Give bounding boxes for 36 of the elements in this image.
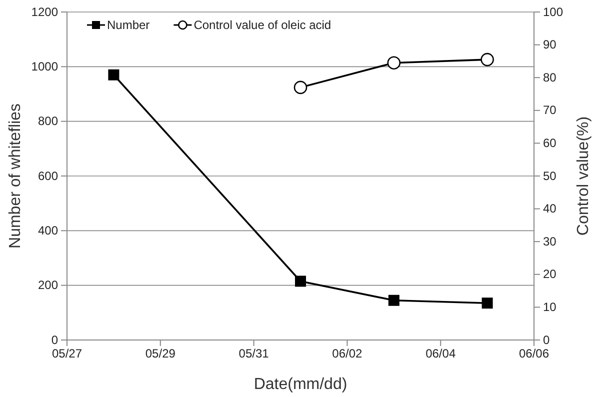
y2-tick-label: 10: [543, 300, 557, 314]
y2-tick-label: 70: [543, 103, 557, 118]
y2-tick-label: 20: [543, 267, 557, 282]
y-tick-label: 1200: [31, 4, 58, 19]
y2-tick-label: 100: [543, 4, 564, 19]
y-axis-title: Number of whiteflies: [7, 104, 24, 248]
legend-label: Control value of oleic acid: [194, 18, 332, 32]
y-tick-label: 800: [38, 114, 58, 128]
y2-axis-title: Control value(%): [575, 116, 592, 236]
point: [387, 56, 401, 70]
y2-tick-label: 60: [543, 136, 557, 150]
point: [482, 298, 493, 309]
point: [295, 276, 306, 287]
y-tick-label: 200: [38, 278, 58, 292]
y2-tick-label: 80: [543, 70, 557, 84]
x-axis-title: Date(mm/dd): [254, 376, 348, 393]
y2-tick-label: 0: [543, 332, 550, 347]
y2-tick-label: 50: [543, 168, 557, 183]
y2-tick-label: 30: [543, 234, 557, 248]
x-tick-label: 05/31: [238, 346, 270, 361]
x-tick-label: 06/04: [426, 346, 456, 361]
x-tick-label: 06/02: [332, 346, 363, 361]
y-tick-label: 400: [38, 224, 58, 238]
point: [108, 69, 120, 80]
y2-tick-label: 90: [543, 38, 557, 52]
y2-tick-label: 40: [543, 202, 557, 216]
y-tick-label: 1000: [31, 60, 58, 74]
x-tick-label: 06/06: [518, 346, 550, 361]
y-tick-label: 0: [51, 332, 58, 347]
point: [480, 52, 494, 66]
legend-label: Number: [107, 18, 150, 32]
x-tick-label: 05/27: [52, 346, 82, 361]
y-tick-label: 600: [38, 168, 58, 183]
point: [388, 294, 400, 306]
x-tick-label: 05/29: [145, 346, 176, 361]
point: [294, 80, 308, 94]
